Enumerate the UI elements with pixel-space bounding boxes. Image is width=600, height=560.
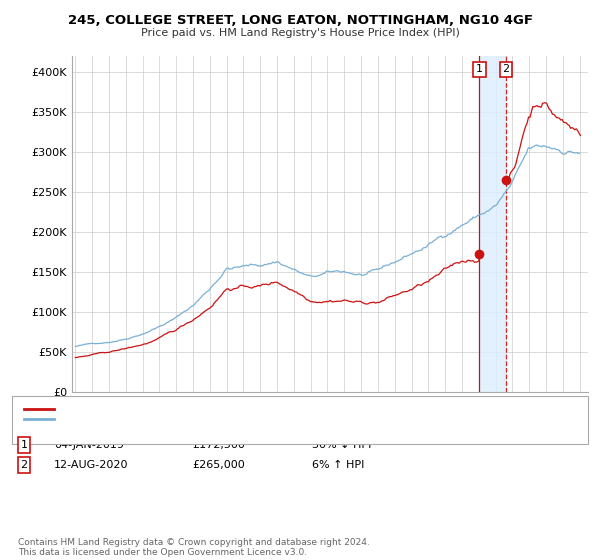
Text: 04-JAN-2019: 04-JAN-2019: [54, 440, 124, 450]
Text: 2: 2: [20, 460, 28, 470]
Text: 1: 1: [20, 440, 28, 450]
Text: 30% ↓ HPI: 30% ↓ HPI: [312, 440, 371, 450]
Text: £172,500: £172,500: [192, 440, 245, 450]
Text: 1: 1: [476, 64, 483, 74]
Text: 245, COLLEGE STREET, LONG EATON, NOTTINGHAM, NG10 4GF: 245, COLLEGE STREET, LONG EATON, NOTTING…: [67, 14, 533, 27]
Bar: [479, 56, 506, 392]
Text: 12-AUG-2020: 12-AUG-2020: [54, 460, 128, 470]
Text: 6% ↑ HPI: 6% ↑ HPI: [312, 460, 364, 470]
Text: Price paid vs. HM Land Registry's House Price Index (HPI): Price paid vs. HM Land Registry's House …: [140, 28, 460, 38]
Text: 245, COLLEGE STREET, LONG EATON, NOTTINGHAM, NG10 4GF (detached house): 245, COLLEGE STREET, LONG EATON, NOTTING…: [60, 404, 484, 414]
Text: 2: 2: [503, 64, 510, 74]
Text: Contains HM Land Registry data © Crown copyright and database right 2024.
This d: Contains HM Land Registry data © Crown c…: [18, 538, 370, 557]
Text: HPI: Average price, detached house, Erewash: HPI: Average price, detached house, Erew…: [60, 414, 297, 424]
Text: £265,000: £265,000: [192, 460, 245, 470]
